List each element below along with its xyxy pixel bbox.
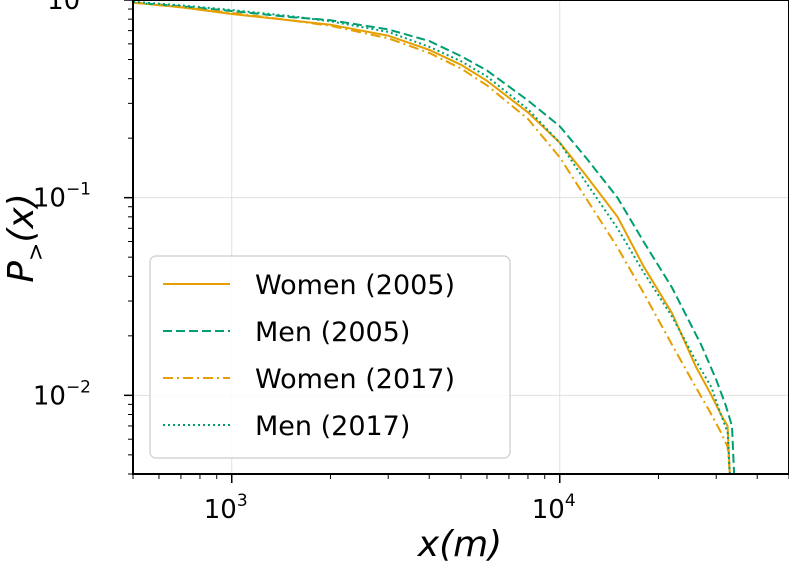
legend-box (149, 255, 511, 459)
legend-label: Men (2017) (255, 411, 410, 442)
y-tick-label: 100 (47, 0, 91, 16)
x-axis-label: x(m) (417, 524, 502, 565)
x-tick-label: 103 (204, 491, 248, 525)
series-line-men-2005 (132, 1, 736, 475)
series-line-women-2017 (132, 1, 731, 475)
legend-label: Men (2005) (255, 317, 410, 348)
ticks: 103 104 100 10−1 10−2 (33, 0, 789, 525)
y-axis-label-main: P (1, 261, 42, 283)
y-axis-label-sub: > (24, 243, 49, 261)
y-tick-label: 10−1 (33, 180, 91, 214)
series-group (132, 0, 736, 475)
legend-label: Women (2017) (255, 364, 455, 395)
series-line-men-2017 (132, 0, 731, 475)
legend: Women (2005) Men (2005) Women (2017) Men (2… (149, 255, 511, 459)
x-tick-label: 104 (532, 491, 576, 525)
svg-text:P>(x): P>(x) (1, 193, 49, 283)
legend-label: Women (2005) (255, 270, 455, 301)
y-tick-label: 10−2 (33, 377, 91, 411)
y-axis-label-rest: (x) (1, 193, 42, 242)
y-axis-label: P>(x) (1, 193, 49, 283)
